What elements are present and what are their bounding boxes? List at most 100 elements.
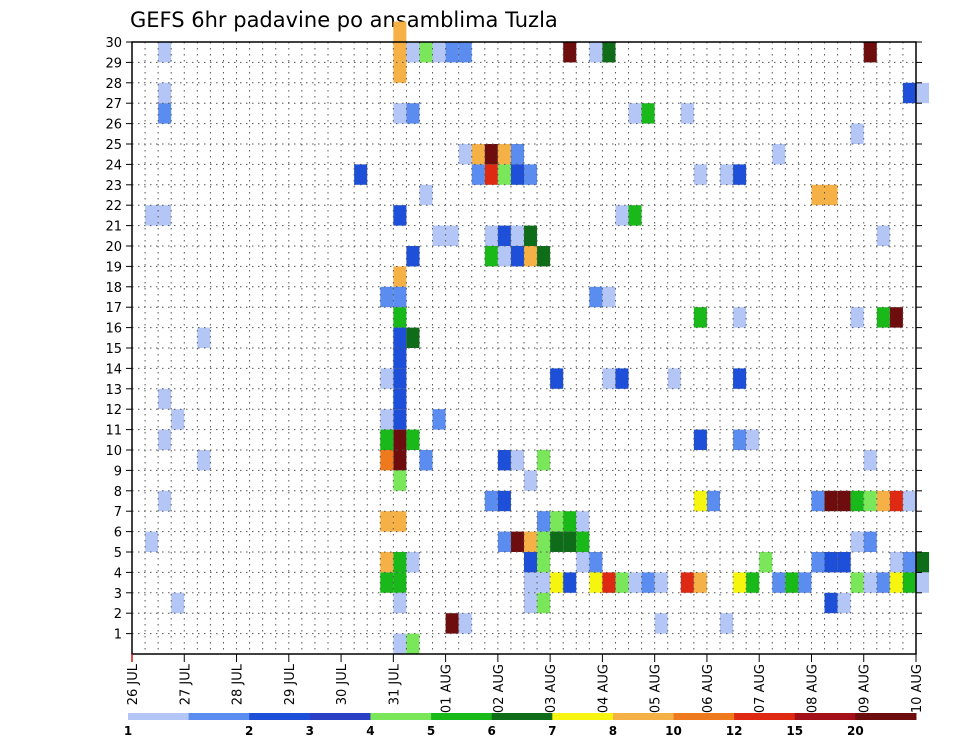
- precip-cell: [393, 307, 407, 328]
- precip-cell: [158, 490, 172, 512]
- precip-cell: [406, 327, 420, 348]
- y-tick-label: 18: [105, 281, 122, 296]
- precip-cell: [393, 42, 407, 63]
- y-tick-label: 22: [105, 199, 122, 214]
- colorbar-label: 6: [488, 724, 496, 738]
- precip-cell: [576, 552, 590, 573]
- precip-cell: [550, 368, 564, 389]
- y-tick-label: 28: [105, 77, 122, 92]
- y-axis: 1234567891011121314151617181920212223242…: [105, 36, 922, 643]
- precip-cell: [484, 164, 498, 185]
- precip-cell: [589, 286, 603, 308]
- precip-cell: [863, 42, 877, 63]
- precip-cell: [524, 531, 538, 552]
- y-tick-label: 3: [114, 587, 122, 602]
- colorbar-label: 12: [726, 724, 743, 738]
- precip-cell: [393, 572, 407, 593]
- precip-cell: [510, 450, 524, 471]
- x-tick-label: 10 AUG: [910, 664, 925, 713]
- precip-cell: [550, 572, 564, 593]
- precip-cell: [380, 572, 394, 593]
- precip-cell: [811, 184, 825, 206]
- precip-cell: [432, 409, 446, 430]
- colorbar-label: 8: [609, 724, 617, 738]
- precip-cell: [563, 42, 577, 63]
- cells-layer: [145, 21, 930, 654]
- colorbar-swatch: [188, 713, 250, 720]
- precip-cell: [602, 572, 616, 593]
- y-tick-label: 11: [105, 424, 122, 439]
- precip-cell: [824, 592, 838, 614]
- precip-cell: [380, 286, 394, 308]
- precip-cell: [850, 123, 864, 144]
- precip-cell: [510, 531, 524, 552]
- precip-cell: [497, 450, 511, 471]
- colorbar-swatch: [128, 713, 190, 720]
- y-tick-label: 15: [105, 342, 122, 357]
- precip-cell: [445, 613, 459, 634]
- precip-cell: [537, 246, 551, 267]
- precip-cell: [680, 572, 694, 593]
- colorbar-swatch: [673, 713, 735, 720]
- precip-cell: [733, 368, 747, 389]
- precip-cell: [171, 592, 185, 614]
- precip-cell: [550, 511, 564, 532]
- precip-cell: [850, 307, 864, 328]
- precip-cell: [798, 572, 812, 593]
- precip-cell: [863, 572, 877, 593]
- x-tick-label: 06 AUG: [701, 664, 716, 713]
- precip-cell: [537, 511, 551, 532]
- x-tick-label: 29 JUL: [283, 663, 298, 705]
- y-tick-label: 30: [105, 36, 122, 51]
- precip-cell: [510, 246, 524, 267]
- colorbar-label: 1: [124, 724, 132, 738]
- precip-cell: [785, 572, 799, 593]
- precip-cell: [497, 144, 511, 165]
- precip-cell: [589, 42, 603, 63]
- precip-cell: [733, 164, 747, 185]
- precip-cell: [837, 552, 851, 573]
- precip-cell: [524, 552, 538, 573]
- colorbar-swatch: [552, 713, 614, 720]
- precip-cell: [850, 572, 864, 593]
- precip-cell: [393, 470, 407, 491]
- precip-cell: [824, 552, 838, 573]
- precip-cell: [889, 307, 903, 328]
- precip-cell: [837, 490, 851, 512]
- precip-cell: [615, 205, 629, 226]
- precip-cell: [497, 246, 511, 267]
- precip-cell: [916, 572, 930, 593]
- precip-cell: [524, 246, 538, 267]
- precip-cell: [171, 409, 185, 430]
- y-tick-label: 1: [114, 628, 122, 643]
- precip-cell: [197, 450, 211, 471]
- precip-cell: [759, 552, 773, 573]
- x-tick-label: 07 AUG: [753, 664, 768, 713]
- precip-cell: [602, 42, 616, 63]
- precip-cell: [445, 42, 459, 63]
- precip-cell: [158, 103, 172, 124]
- precip-cell: [497, 225, 511, 246]
- precip-cell: [380, 429, 394, 450]
- precip-cell: [693, 164, 707, 185]
- precip-cell: [524, 572, 538, 593]
- precip-cell: [811, 552, 825, 573]
- precip-cell: [746, 572, 760, 593]
- precip-cell: [824, 184, 838, 206]
- x-tick-label: 30 JUL: [335, 663, 350, 705]
- precip-cell: [158, 42, 172, 63]
- precip-cell: [458, 613, 472, 634]
- precip-cell: [876, 307, 890, 328]
- precip-cell: [354, 164, 368, 185]
- y-tick-label: 24: [105, 158, 122, 173]
- colorbar-label: 10: [665, 724, 682, 738]
- precip-cell: [458, 42, 472, 63]
- y-tick-label: 4: [114, 566, 122, 581]
- precip-cell: [772, 144, 786, 165]
- precip-cell: [406, 103, 420, 124]
- precip-cell: [406, 633, 420, 654]
- colorbar-swatch: [794, 713, 856, 720]
- precip-cell: [393, 592, 407, 614]
- precip-cell: [733, 572, 747, 593]
- chart-title: GEFS 6hr padavine po ansamblima Tuzla: [130, 8, 558, 32]
